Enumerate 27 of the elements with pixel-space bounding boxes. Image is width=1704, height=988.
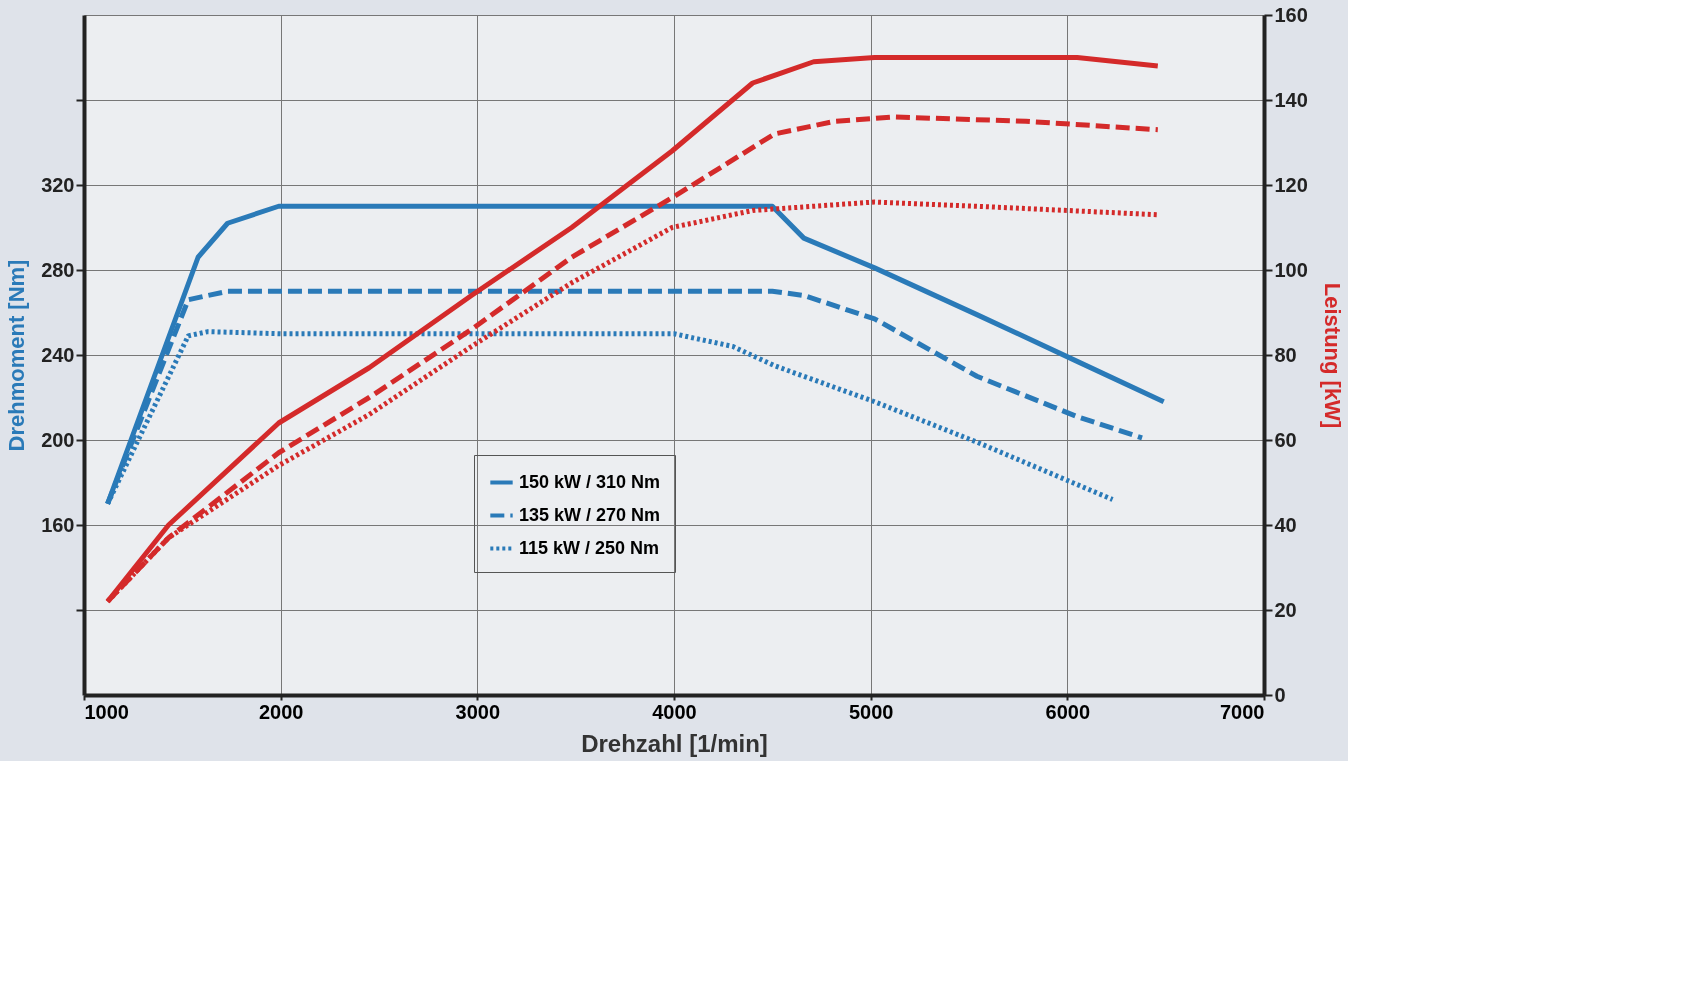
y-tick-label: 280: [41, 258, 75, 281]
y-tick-label: 320: [41, 173, 75, 196]
y2-tick-label: 60: [1274, 428, 1297, 451]
legend-label: 115 kW / 250 Nm: [519, 537, 660, 558]
legend-label: 135 kW / 270 Nm: [519, 504, 661, 525]
y-tick-label: 240: [41, 343, 75, 366]
x-axis-title: Drehzahl [1/min]: [581, 729, 768, 757]
y2-tick-label: 100: [1274, 258, 1308, 281]
x-tick-label: 3000: [455, 700, 501, 723]
y2-tick-label: 40: [1274, 513, 1297, 536]
x-tick-label: 4000: [652, 700, 697, 723]
y2-tick-label: 20: [1274, 598, 1297, 621]
y-axis-title: Drehmoment [Nm]: [4, 259, 30, 452]
y-tick-label: 160: [41, 513, 75, 536]
x-tick-label: 1000: [84, 700, 129, 723]
x-tick-label: 5000: [848, 700, 894, 723]
legend-label: 150 kW / 310 Nm: [519, 471, 661, 492]
x-tick-label: 7000: [1220, 700, 1265, 723]
y2-tick-label: 140: [1274, 88, 1308, 111]
y-tick-label: 200: [41, 428, 75, 451]
y2-tick-label: 80: [1274, 343, 1297, 366]
y2-tick-label: 120: [1274, 173, 1308, 196]
x-tick-label: 2000: [258, 700, 304, 723]
y2-tick-label: 0: [1274, 683, 1286, 706]
y2-axis-title: Leistung [kW]: [1319, 282, 1345, 429]
y2-tick-label: 160: [1274, 3, 1308, 26]
x-tick-label: 6000: [1045, 700, 1091, 723]
